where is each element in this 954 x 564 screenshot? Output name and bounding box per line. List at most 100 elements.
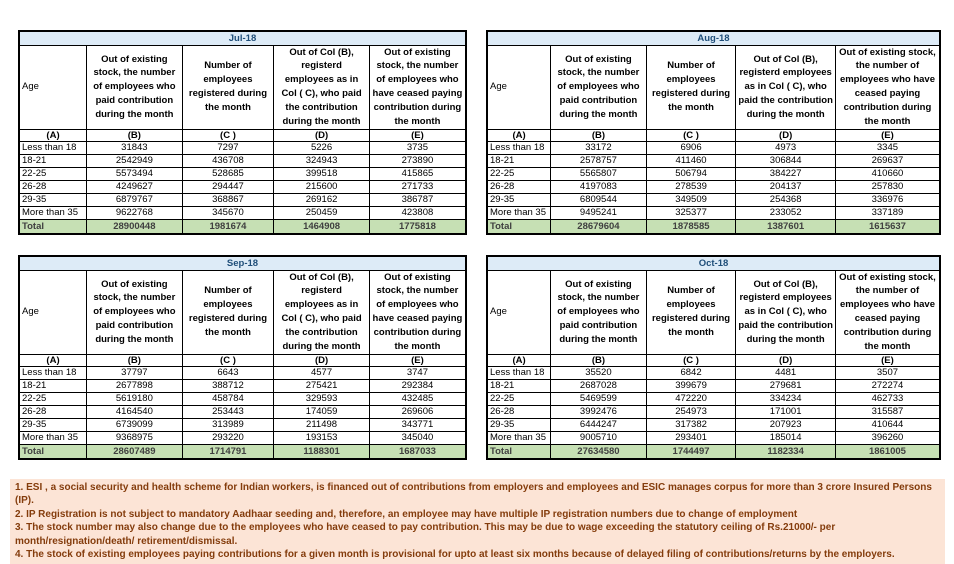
col-header-age: Age xyxy=(18,44,88,130)
value-cell: 193153 xyxy=(273,430,370,445)
total-value-cell: 1182334 xyxy=(735,443,836,460)
value-cell: 5469599 xyxy=(550,391,647,406)
total-value-cell: 28900448 xyxy=(86,218,183,235)
col-header-e: Out of existing stock, the number of emp… xyxy=(368,44,467,130)
value-cell: 37797 xyxy=(86,365,183,380)
value-cell: 211498 xyxy=(273,417,370,432)
value-cell: 254973 xyxy=(645,404,737,419)
month-table-jul-18: Jul-18 Age Out of existing stock, the nu… xyxy=(18,30,467,235)
table-row: 18-21 2578757 411460 306844 269637 xyxy=(486,153,941,168)
value-cell: 2677898 xyxy=(86,378,183,393)
age-group-label: 22-25 xyxy=(486,391,552,406)
value-cell: 9368975 xyxy=(86,430,183,445)
value-cell: 35520 xyxy=(550,365,647,380)
value-cell: 399518 xyxy=(273,166,370,181)
total-label: Total xyxy=(486,218,552,235)
value-cell: 6906 xyxy=(645,140,737,155)
value-cell: 4481 xyxy=(735,365,836,380)
total-value-cell: 1188301 xyxy=(273,443,370,460)
col-header-b: Out of existing stock, the number of emp… xyxy=(86,269,183,355)
value-cell: 324943 xyxy=(273,153,370,168)
total-value-cell: 1464908 xyxy=(273,218,370,235)
value-cell: 4197083 xyxy=(550,179,647,194)
value-cell: 253443 xyxy=(181,404,275,419)
value-cell: 349509 xyxy=(645,192,737,207)
col-header-b: Out of existing stock, the number of emp… xyxy=(550,44,647,130)
col-letter-e: (E) xyxy=(834,353,941,367)
month-title: Sep-18 xyxy=(18,255,467,271)
col-header-e: Out of existing stock, the number of emp… xyxy=(834,269,941,355)
value-cell: 432485 xyxy=(368,391,467,406)
total-value-cell: 1387601 xyxy=(735,218,836,235)
age-group-label: 26-28 xyxy=(18,179,88,194)
table-row: 26-28 4249627 294447 215600 271733 xyxy=(18,179,467,194)
total-value-cell: 28607489 xyxy=(86,443,183,460)
table-row: 29-35 6809544 349509 254368 336976 xyxy=(486,192,941,207)
table-row: 22-25 5619180 458784 329593 432485 xyxy=(18,391,467,406)
value-cell: 462733 xyxy=(834,391,941,406)
age-group-label: 29-35 xyxy=(18,417,88,432)
value-cell: 313989 xyxy=(181,417,275,432)
age-group-label: 29-35 xyxy=(18,192,88,207)
value-cell: 272274 xyxy=(834,378,941,393)
value-cell: 215600 xyxy=(273,179,370,194)
footnote-3: 3. The stock number may also change due … xyxy=(15,522,836,547)
table-row: 18-21 2687028 399679 279681 272274 xyxy=(486,378,941,393)
table-row: 22-25 5565807 506794 384227 410660 xyxy=(486,166,941,181)
value-cell: 257830 xyxy=(834,179,941,194)
value-cell: 5573494 xyxy=(86,166,183,181)
value-cell: 423808 xyxy=(368,205,467,220)
total-value-cell: 28679604 xyxy=(550,218,647,235)
table-row: Less than 18 35520 6842 4481 3507 xyxy=(486,365,941,380)
value-cell: 506794 xyxy=(645,166,737,181)
table-row: 22-25 5573494 528685 399518 415865 xyxy=(18,166,467,181)
total-row: Total 27634580 1744497 1182334 1861005 xyxy=(486,443,941,460)
col-letter-a: (A) xyxy=(486,128,552,142)
col-letter-e: (E) xyxy=(368,128,467,142)
value-cell: 174059 xyxy=(273,404,370,419)
value-cell: 269606 xyxy=(368,404,467,419)
value-cell: 2687028 xyxy=(550,378,647,393)
col-header-b: Out of existing stock, the number of emp… xyxy=(550,269,647,355)
col-header-age: Age xyxy=(18,269,88,355)
value-cell: 306844 xyxy=(735,153,836,168)
footnote-1: 1. ESI , a social security and health sc… xyxy=(15,482,932,507)
age-group-label: Less than 18 xyxy=(486,365,552,380)
value-cell: 273890 xyxy=(368,153,467,168)
value-cell: 315587 xyxy=(834,404,941,419)
value-cell: 5619180 xyxy=(86,391,183,406)
age-group-label: 22-25 xyxy=(18,391,88,406)
value-cell: 317382 xyxy=(645,417,737,432)
total-row: Total 28900448 1981674 1464908 1775818 xyxy=(18,218,467,235)
value-cell: 4249627 xyxy=(86,179,183,194)
age-group-label: More than 35 xyxy=(18,430,88,445)
table-row: 26-28 3992476 254973 171001 315587 xyxy=(486,404,941,419)
table-row: 29-35 6739099 313989 211498 343771 xyxy=(18,417,467,432)
value-cell: 6842 xyxy=(645,365,737,380)
col-letter-b: (B) xyxy=(550,353,647,367)
col-letter-b: (B) xyxy=(550,128,647,142)
col-letter-d: (D) xyxy=(735,353,836,367)
table-row: 29-35 6444247 317382 207923 410644 xyxy=(486,417,941,432)
value-cell: 384227 xyxy=(735,166,836,181)
value-cell: 345670 xyxy=(181,205,275,220)
value-cell: 3735 xyxy=(368,140,467,155)
value-cell: 4973 xyxy=(735,140,836,155)
value-cell: 3747 xyxy=(368,365,467,380)
footnote-2: 2. IP Registration is not subject to man… xyxy=(15,508,798,520)
col-header-age: Age xyxy=(486,269,552,355)
value-cell: 325377 xyxy=(645,205,737,220)
table-row: 18-21 2542949 436708 324943 273890 xyxy=(18,153,467,168)
col-letter-c: (C ) xyxy=(645,128,737,142)
age-group-label: 26-28 xyxy=(486,179,552,194)
total-value-cell: 1981674 xyxy=(181,218,275,235)
age-group-label: 26-28 xyxy=(18,404,88,419)
value-cell: 337189 xyxy=(834,205,941,220)
value-cell: 269162 xyxy=(273,192,370,207)
value-cell: 386787 xyxy=(368,192,467,207)
col-letter-a: (A) xyxy=(486,353,552,367)
value-cell: 334234 xyxy=(735,391,836,406)
value-cell: 185014 xyxy=(735,430,836,445)
value-cell: 6809544 xyxy=(550,192,647,207)
total-value-cell: 1744497 xyxy=(645,443,737,460)
